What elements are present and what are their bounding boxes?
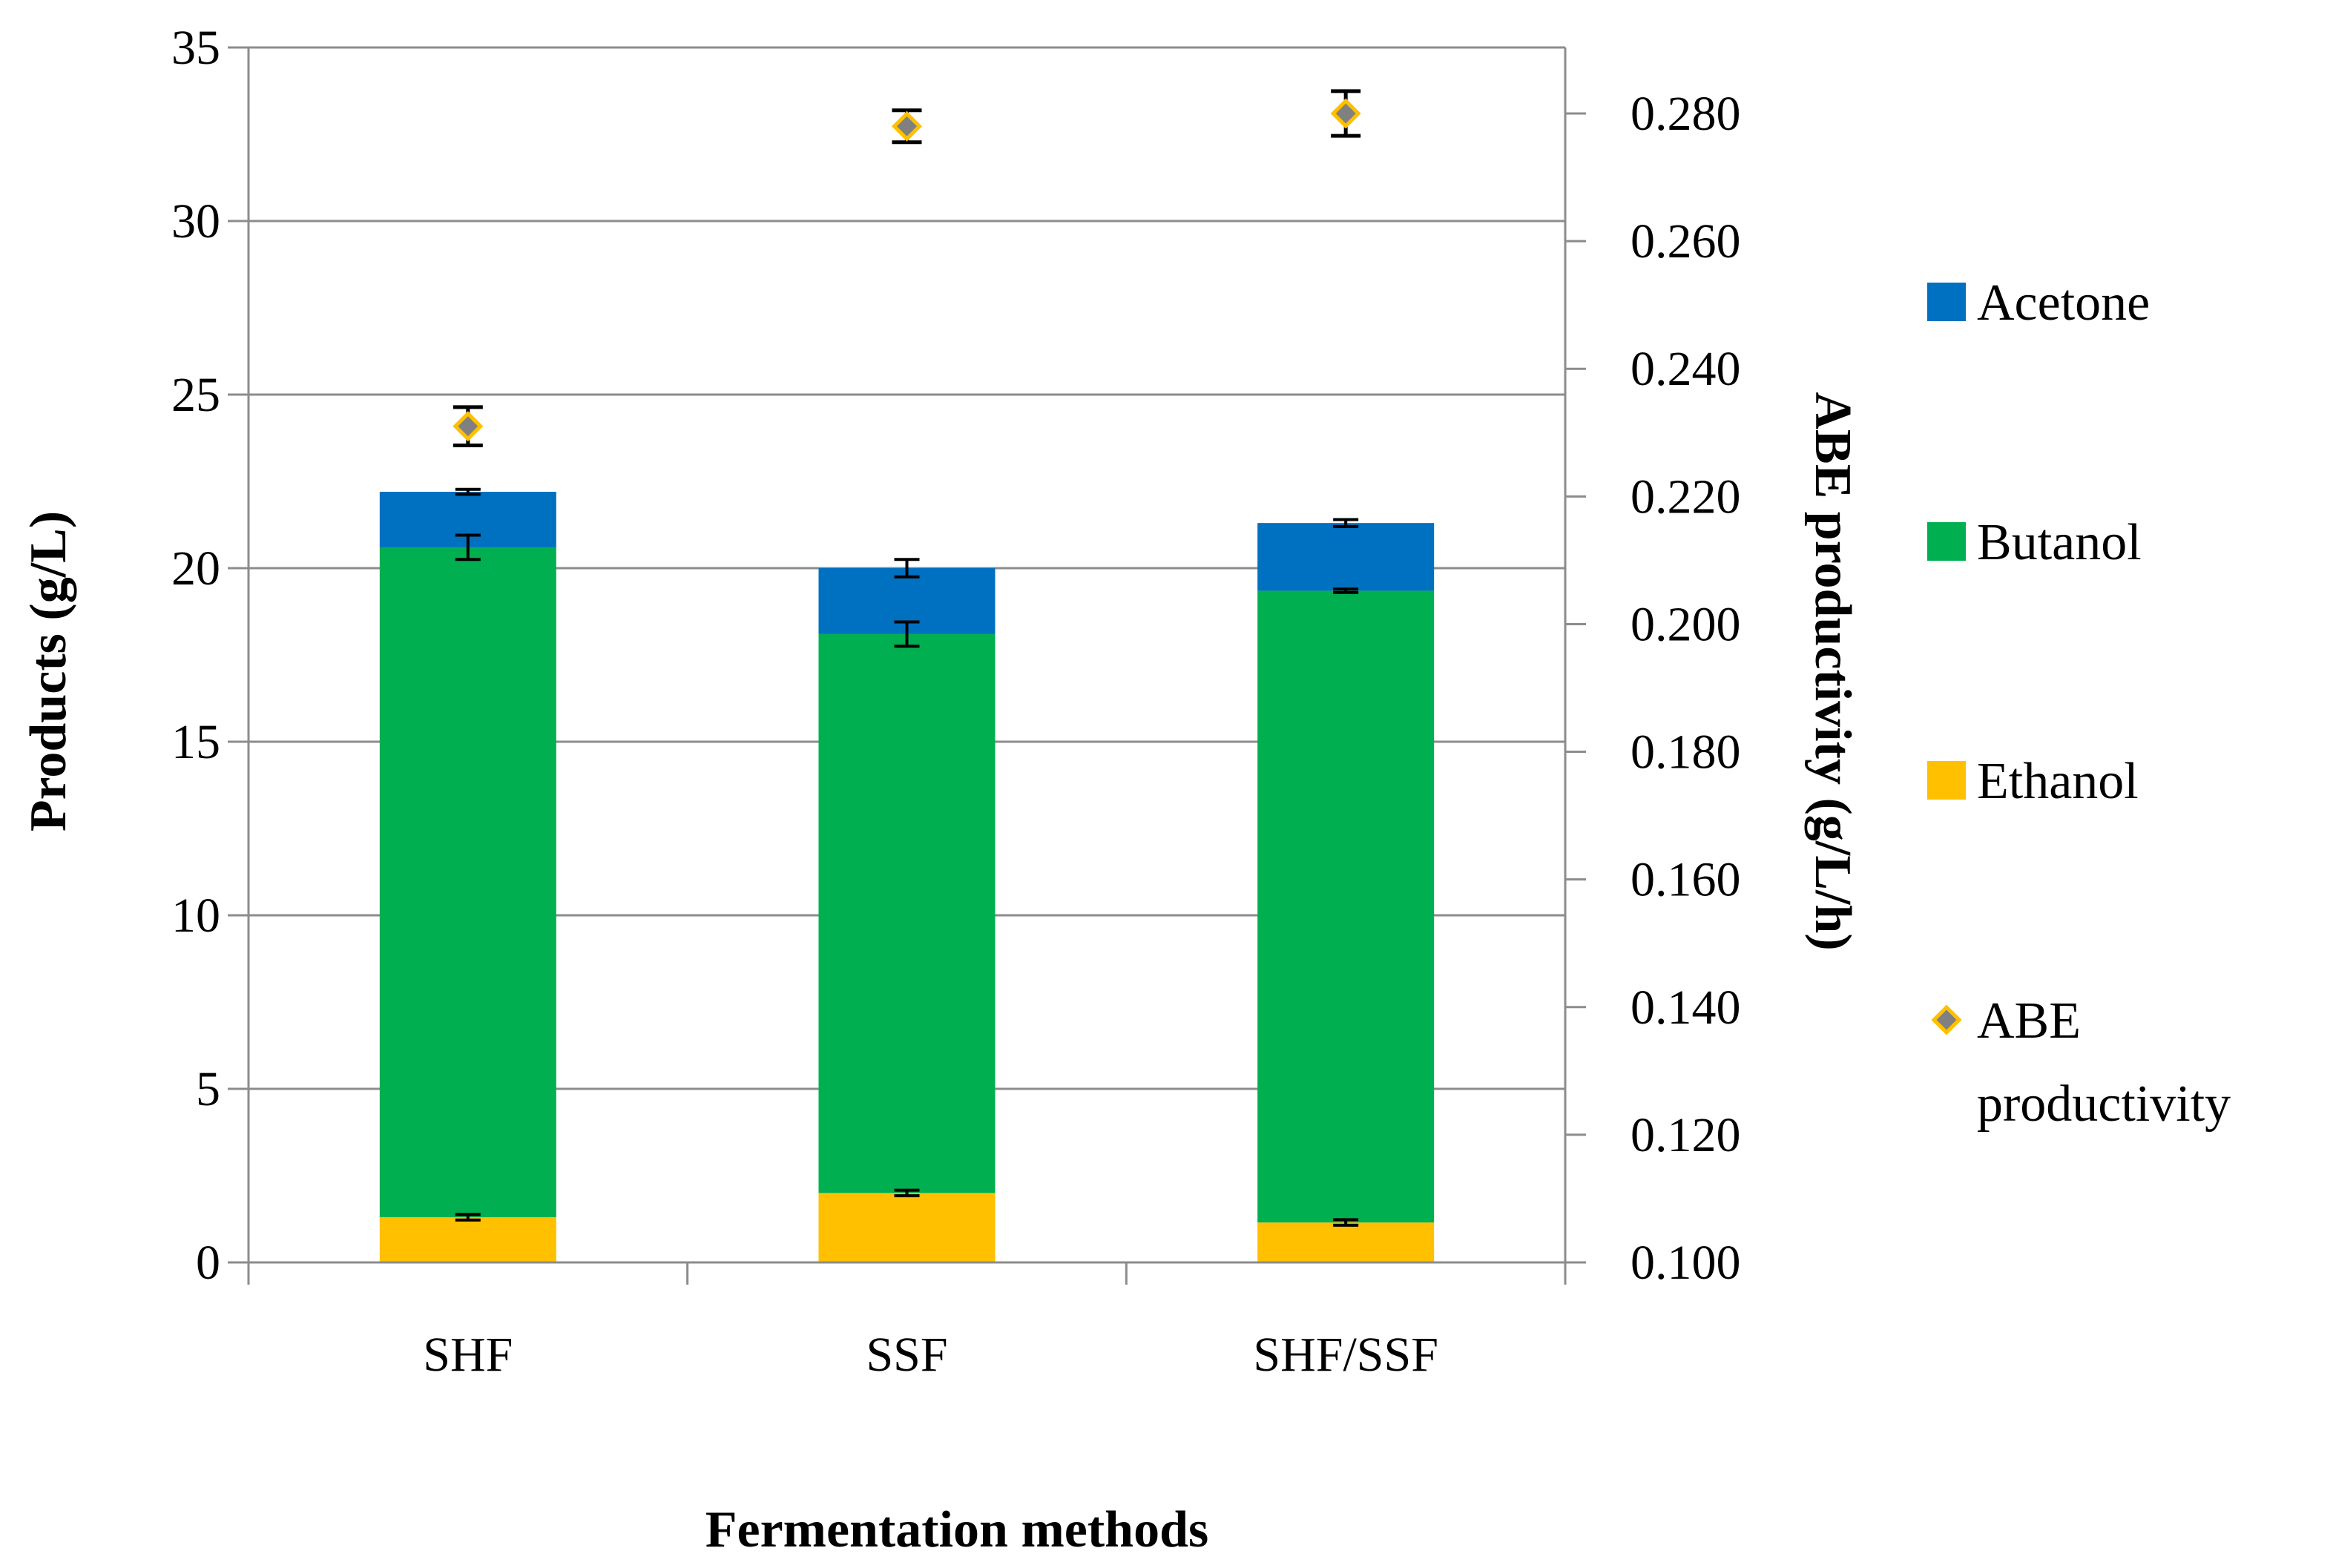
y2-axis-title: ABE productivity (g/L/h) bbox=[1804, 392, 1861, 950]
y2-tick-label: 0.100 bbox=[1631, 1236, 1741, 1290]
bar-ethanol-shf bbox=[379, 1217, 556, 1262]
productivity-marker bbox=[891, 111, 923, 142]
y-tick-label: 15 bbox=[171, 715, 220, 769]
legend-label: Ethanol bbox=[1977, 753, 2139, 810]
error-bar-ethanol bbox=[455, 1213, 481, 1222]
legend-item-ethanol: Ethanol bbox=[1927, 753, 2139, 810]
legend-swatch bbox=[1927, 522, 1966, 561]
y-axis-title: Products (g/L) bbox=[20, 511, 77, 831]
error-bar-butanol bbox=[1333, 587, 1359, 594]
legend-item-acetone: Acetone bbox=[1927, 274, 2150, 332]
bar-butanol-shf-ssf bbox=[1257, 590, 1435, 1223]
y-tick-label: 10 bbox=[171, 889, 220, 943]
legend-label: Acetone bbox=[1977, 274, 2150, 332]
legend-label: ABE bbox=[1977, 992, 2081, 1050]
x-tick-label: SSF bbox=[866, 1328, 947, 1382]
error-bars bbox=[455, 487, 1359, 1227]
legend-item-abe-productivity: ABE productivity bbox=[1931, 992, 2231, 1133]
y2-tick-label: 0.160 bbox=[1631, 853, 1741, 907]
legend-label: Butanol bbox=[1977, 514, 2142, 571]
bars bbox=[379, 492, 1435, 1262]
error-bar-butanol bbox=[894, 620, 920, 648]
y2-tick-label: 0.240 bbox=[1631, 342, 1741, 396]
error-bar-acetone bbox=[455, 487, 481, 496]
error-bar-ethanol bbox=[1333, 1218, 1359, 1227]
error-bar-acetone bbox=[1333, 518, 1359, 528]
productivity-marker bbox=[453, 411, 484, 442]
y-tick-label: 30 bbox=[171, 194, 220, 248]
y-tick-label: 35 bbox=[171, 21, 220, 75]
x-tick-label: SHF/SSF bbox=[1253, 1328, 1438, 1382]
productivity-markers bbox=[453, 89, 1361, 447]
error-bar-acetone bbox=[894, 558, 920, 579]
y2-tick-label: 0.140 bbox=[1631, 981, 1741, 1035]
error-bar-ethanol bbox=[894, 1188, 920, 1198]
bar-butanol-shf bbox=[379, 547, 556, 1218]
y-tick-label: 5 bbox=[196, 1062, 220, 1116]
legend: Acetone Butanol Ethanol ABE productivity bbox=[1927, 274, 2231, 1133]
bar-acetone-shf-ssf bbox=[1257, 523, 1435, 591]
axes bbox=[228, 46, 1586, 1285]
bar-ethanol-shf-ssf bbox=[1257, 1222, 1435, 1262]
y-tick-label: 0 bbox=[196, 1236, 220, 1290]
legend-swatch bbox=[1927, 761, 1966, 800]
y2-tick-label: 0.260 bbox=[1631, 214, 1741, 269]
tick-labels: 0 5 10 15 20 25 30 35 0.100 0.120 0.140 0.160 0.180 0… bbox=[171, 21, 1741, 1382]
legend-swatch bbox=[1927, 283, 1966, 321]
error-bar-butanol bbox=[455, 533, 481, 561]
bar-butanol-ssf bbox=[818, 633, 996, 1193]
legend-item-butanol: Butanol bbox=[1927, 514, 2142, 571]
x-tick-label: SHF bbox=[423, 1328, 513, 1382]
y-tick-label: 20 bbox=[171, 541, 220, 596]
y2-tick-label: 0.280 bbox=[1631, 87, 1741, 141]
y2-tick-label: 0.180 bbox=[1631, 725, 1741, 780]
legend-label: productivity bbox=[1977, 1075, 2231, 1133]
legend-marker bbox=[1931, 1004, 1962, 1035]
bar-ethanol-ssf bbox=[818, 1193, 996, 1262]
productivity-marker bbox=[1330, 98, 1361, 129]
y2-tick-label: 0.120 bbox=[1631, 1108, 1741, 1162]
y2-tick-label: 0.200 bbox=[1631, 597, 1741, 651]
x-axis-title: Fermentation methods bbox=[705, 1501, 1209, 1558]
y2-tick-label: 0.220 bbox=[1631, 470, 1741, 524]
y-tick-label: 25 bbox=[171, 368, 220, 422]
